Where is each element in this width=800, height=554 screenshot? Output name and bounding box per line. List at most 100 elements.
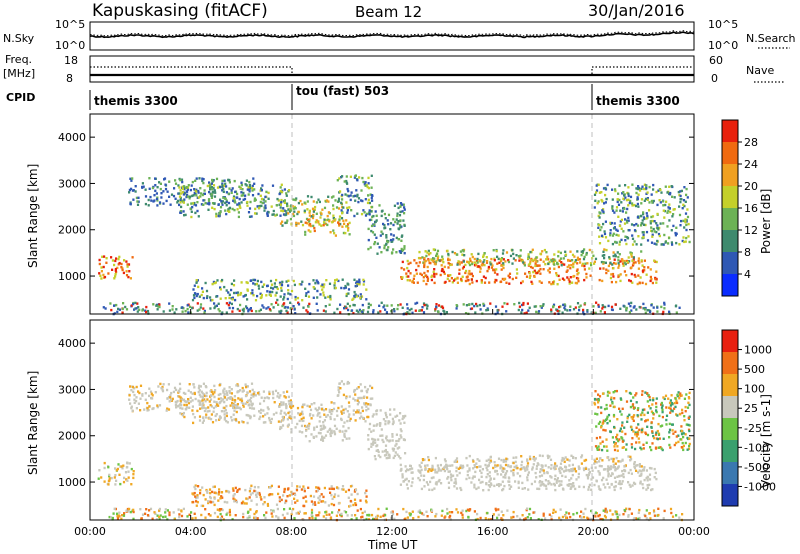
heatmap-cell bbox=[680, 394, 683, 397]
heatmap-cell bbox=[598, 460, 601, 463]
heatmap-cell bbox=[330, 502, 333, 506]
heatmap-cell bbox=[509, 254, 513, 258]
heatmap-cell bbox=[432, 248, 435, 251]
heatmap-cell bbox=[580, 456, 583, 459]
heatmap-cell bbox=[369, 303, 372, 307]
heatmap-cell bbox=[598, 448, 601, 451]
heatmap-cell bbox=[646, 198, 649, 201]
heatmap-cell bbox=[569, 515, 572, 519]
heatmap-cell bbox=[213, 400, 216, 403]
heatmap-cell bbox=[329, 415, 332, 419]
heatmap-cell bbox=[105, 261, 108, 264]
heatmap-cell bbox=[340, 380, 343, 383]
heatmap-cell bbox=[645, 192, 648, 195]
heatmap-cell bbox=[526, 478, 529, 482]
heatmap-cell bbox=[668, 185, 671, 188]
heatmap-cell bbox=[161, 389, 165, 393]
heatmap-cell bbox=[667, 206, 670, 209]
heatmap-cell bbox=[420, 468, 423, 472]
heatmap-cell bbox=[277, 199, 280, 202]
colorbar-tick-label: 500 bbox=[744, 363, 765, 376]
heatmap-cell bbox=[476, 261, 479, 264]
heatmap-cell bbox=[609, 404, 612, 407]
heatmap-cell bbox=[526, 459, 529, 463]
heatmap-cell bbox=[130, 304, 133, 307]
heatmap-cell bbox=[286, 306, 289, 309]
heatmap-cell bbox=[203, 309, 206, 313]
heatmap-cell bbox=[462, 260, 465, 263]
heatmap-cell bbox=[126, 465, 129, 469]
heatmap-cell bbox=[527, 309, 530, 312]
heatmap-cell bbox=[240, 201, 243, 204]
heatmap-cell bbox=[590, 263, 593, 267]
heatmap-cell bbox=[131, 177, 134, 180]
heatmap-cell bbox=[475, 263, 478, 266]
heatmap-cell bbox=[466, 260, 469, 263]
heatmap-cell bbox=[374, 457, 377, 461]
heatmap-cell bbox=[375, 236, 378, 239]
heatmap-cell bbox=[204, 400, 207, 403]
heatmap-cell bbox=[298, 430, 301, 433]
heatmap-cell bbox=[347, 283, 350, 286]
heatmap-cell bbox=[262, 421, 265, 424]
heatmap-cell bbox=[183, 185, 186, 188]
heatmap-cell bbox=[447, 262, 450, 265]
heatmap-cell bbox=[364, 198, 367, 201]
heatmap-cell bbox=[401, 306, 404, 309]
heatmap-cell bbox=[674, 397, 677, 400]
heatmap-cell bbox=[347, 401, 351, 404]
heatmap-cell bbox=[551, 281, 555, 284]
heatmap-cell bbox=[531, 258, 534, 262]
heatmap-cell bbox=[572, 308, 576, 311]
heatmap-cell bbox=[642, 233, 645, 237]
heatmap-cell bbox=[246, 385, 249, 388]
heatmap-cell bbox=[430, 469, 433, 472]
heatmap-cell bbox=[331, 221, 334, 224]
heatmap-cell bbox=[675, 226, 678, 229]
heatmap-cell bbox=[582, 249, 585, 253]
heatmap-cell bbox=[212, 500, 215, 504]
heatmap-cell bbox=[593, 401, 596, 405]
heatmap-cell bbox=[430, 509, 434, 512]
heatmap-cell bbox=[368, 213, 371, 216]
heatmap-cell bbox=[550, 467, 553, 470]
heatmap-cell bbox=[338, 218, 341, 221]
heatmap-cell bbox=[626, 261, 629, 264]
heatmap-cell bbox=[580, 510, 583, 513]
heatmap-cell bbox=[379, 434, 382, 437]
heatmap-cell bbox=[251, 388, 254, 392]
heatmap-cell bbox=[686, 406, 690, 409]
heatmap-cell bbox=[423, 474, 426, 477]
heatmap-cell bbox=[434, 471, 437, 474]
heatmap-cell bbox=[297, 412, 300, 415]
heatmap-cell bbox=[358, 283, 361, 286]
heatmap-cell bbox=[357, 386, 360, 389]
heatmap-cell bbox=[667, 397, 670, 400]
heatmap-cell bbox=[380, 214, 383, 218]
heatmap-cell bbox=[571, 463, 574, 467]
heatmap-cell bbox=[447, 274, 450, 277]
heatmap-cell bbox=[601, 422, 604, 425]
heatmap-cell bbox=[221, 183, 224, 187]
heatmap-cell bbox=[563, 263, 566, 266]
heatmap-cell bbox=[535, 476, 538, 479]
heatmap-cell bbox=[365, 288, 368, 291]
heatmap-cell bbox=[228, 508, 231, 512]
heatmap-cell bbox=[539, 480, 542, 483]
heatmap-cell bbox=[532, 270, 535, 274]
heatmap-cell bbox=[340, 488, 344, 491]
heatmap-cell bbox=[621, 440, 624, 443]
heatmap-cell bbox=[367, 182, 370, 185]
heatmap-cell bbox=[264, 421, 267, 424]
heatmap-cell bbox=[163, 177, 167, 180]
heatmap-cell bbox=[662, 204, 665, 207]
heatmap-cell bbox=[228, 306, 231, 310]
heatmap-cell bbox=[319, 424, 322, 428]
heatmap-cell bbox=[261, 184, 264, 187]
heatmap-cell bbox=[343, 421, 346, 424]
heatmap-cell bbox=[386, 439, 389, 442]
heatmap-cell bbox=[164, 183, 167, 186]
heatmap-cell bbox=[613, 485, 616, 489]
heatmap-cell bbox=[263, 209, 266, 212]
